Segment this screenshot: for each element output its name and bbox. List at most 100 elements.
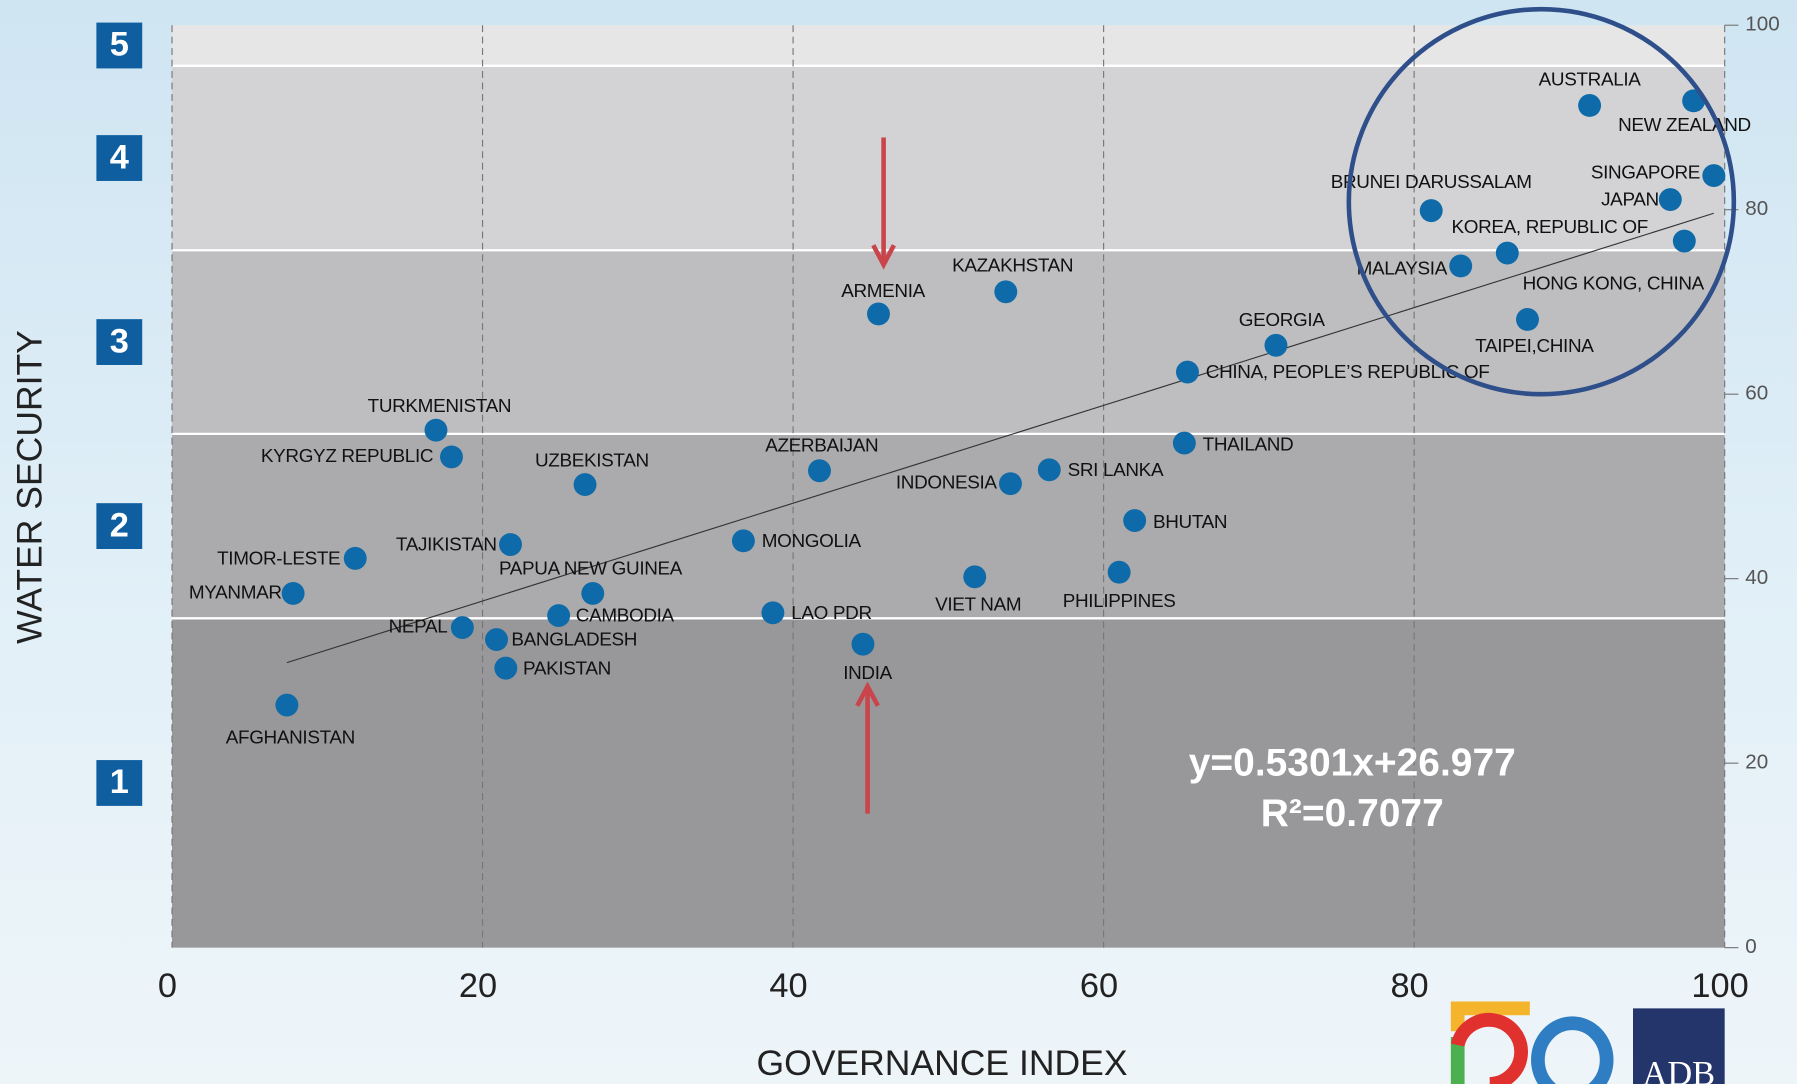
band <box>172 65 1725 251</box>
x-tick-label: 100 <box>1691 967 1748 1005</box>
point <box>1702 164 1726 188</box>
y-tick-label: 0 <box>1745 935 1756 958</box>
point <box>440 445 463 469</box>
point-label: BANGLADESH <box>511 630 637 651</box>
point <box>485 628 508 652</box>
point <box>1037 458 1061 482</box>
point-label: AZERBAIJAN <box>765 436 878 457</box>
point-label: TAJIKISTAN <box>396 535 497 556</box>
point <box>494 656 518 680</box>
point-label: MALAYSIA <box>1357 258 1448 279</box>
trend-line <box>286 212 1714 664</box>
point-label: MONGOLIA <box>762 531 862 552</box>
point <box>963 565 987 589</box>
band <box>172 25 1725 66</box>
point-label: AUSTRALIA <box>1539 69 1642 90</box>
point <box>281 581 305 605</box>
x-tick-label: 60 <box>1080 967 1118 1005</box>
point-label: PAPUA NEW GUINEA <box>499 558 683 579</box>
grade-box <box>96 503 143 550</box>
marks: AUSTRALIA NEW ZEALAND SINGAPORE JAPAN BRUNEI… <box>189 69 1751 748</box>
point <box>1449 254 1473 278</box>
bands: 1 2 3 4 5 <box>96 22 1725 948</box>
point-label: BRUNEI DARUSSALAM <box>1331 172 1532 193</box>
r-squared: R²=0.7077 <box>1261 792 1444 835</box>
equation: y=0.5301x+26.977 <box>1189 742 1516 785</box>
point-label: TURKMENISTAN <box>368 396 512 417</box>
point <box>994 280 1018 304</box>
band <box>172 433 1725 619</box>
point-label: LAO PDR <box>791 603 872 624</box>
x-tick-label: 20 <box>459 967 497 1005</box>
y-tick-label: 80 <box>1745 197 1768 220</box>
arrow-up <box>855 681 880 814</box>
point <box>343 546 367 570</box>
point-label: CHINA, PEOPLE’S REPUBLIC OF <box>1206 362 1490 383</box>
highlight-circle <box>1346 6 1737 397</box>
x-tick-label: 80 <box>1390 967 1428 1005</box>
band <box>172 250 1725 434</box>
point <box>1107 560 1131 584</box>
logo-50 <box>1450 1001 1614 1084</box>
point <box>998 472 1022 496</box>
point-label: MYANMAR <box>189 582 282 603</box>
point-label: GEORGIA <box>1239 310 1326 331</box>
y-tick-label: 100 <box>1745 13 1779 36</box>
point-label: VIET NAM <box>935 594 1021 615</box>
y-tick-label: 60 <box>1745 382 1768 405</box>
x-tick-label: 40 <box>769 967 807 1005</box>
logo-text: ADB <box>1643 1055 1716 1084</box>
grade-label: 5 <box>110 26 129 64</box>
point <box>581 581 605 605</box>
point <box>1123 509 1147 533</box>
point <box>1578 94 1602 117</box>
grade-box <box>96 319 143 365</box>
point-label: NEW ZEALAND <box>1618 115 1751 136</box>
point <box>547 604 571 628</box>
grade-label: 2 <box>110 506 129 544</box>
point <box>851 632 875 656</box>
point <box>1264 333 1288 357</box>
point <box>1172 431 1196 455</box>
point-label: TIMOR-LESTE <box>217 549 340 570</box>
point <box>1419 199 1443 223</box>
point <box>1175 360 1199 384</box>
point-label: TAIPEI,CHINA <box>1475 336 1594 357</box>
grade-label: 4 <box>110 138 129 176</box>
point-label: SRI LANKA <box>1068 460 1164 481</box>
point-label: KOREA, REPUBLIC OF <box>1451 217 1647 238</box>
x-tick-label: 0 <box>158 967 177 1005</box>
point-label: THAILAND <box>1203 434 1294 455</box>
grade-label: 3 <box>110 322 129 360</box>
y-tick-label: 40 <box>1745 566 1768 589</box>
x-axis-label: GOVERNANCE INDEX <box>757 1043 1128 1083</box>
point-label: SINGAPORE <box>1591 162 1700 183</box>
grade-box <box>96 760 143 806</box>
point-label: CAMBODIA <box>576 606 675 627</box>
point-label: BHUTAN <box>1153 512 1227 533</box>
point-label: NEPAL <box>389 617 448 638</box>
point <box>808 459 831 483</box>
arrow-down <box>871 137 896 270</box>
point <box>1672 229 1696 253</box>
y-axis-label: WATER SECURITY <box>10 330 50 644</box>
point <box>1495 241 1519 265</box>
logo-box <box>1633 1008 1725 1084</box>
point-label: HONG KONG, CHINA <box>1523 274 1705 295</box>
grade-box <box>96 22 143 69</box>
point <box>450 616 474 640</box>
point <box>1516 308 1539 331</box>
point <box>424 418 448 442</box>
point-label: KYRGYZ REPUBLIC <box>261 446 433 467</box>
point <box>275 693 299 717</box>
point <box>573 473 597 497</box>
point <box>731 529 755 553</box>
point-label: PHILIPPINES <box>1063 591 1176 612</box>
point-label: KAZAKHSTAN <box>952 256 1073 277</box>
point <box>499 533 522 556</box>
point <box>761 601 785 625</box>
point-label: AFGHANISTAN <box>226 727 355 748</box>
point-label: INDONESIA <box>896 473 998 494</box>
